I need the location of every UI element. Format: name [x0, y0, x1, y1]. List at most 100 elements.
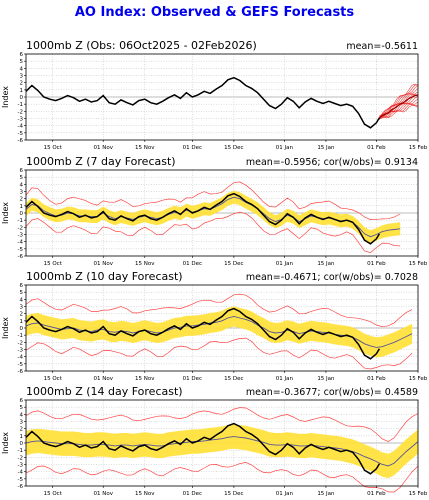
x-tick-label: 15 Feb: [409, 261, 428, 267]
y-tick-label: -2: [18, 225, 23, 231]
y-tick-label: 2: [20, 197, 24, 203]
y-tick-label: 0: [20, 441, 24, 447]
panel-stats: mean=-0.4671; cor(w/obs)= 0.7028: [246, 272, 418, 283]
y-tick-label: -1: [18, 333, 23, 339]
envelope-lower: [25, 337, 413, 370]
x-tick-label: 01 Feb: [367, 261, 386, 267]
y-tick-label: -3: [18, 117, 24, 123]
ensemble-member-line: [379, 83, 419, 119]
y-tick-label: -1: [18, 218, 23, 224]
y-tick-label: 5: [20, 175, 24, 181]
x-tick-label: 15 Feb: [409, 491, 428, 497]
x-tick-label: 15 Nov: [135, 145, 155, 151]
spread-band: [26, 424, 418, 479]
envelope-lower: [25, 211, 401, 253]
y-tick-label: 1: [20, 434, 24, 440]
ensemble-member-line: [379, 85, 419, 120]
y-tick-label: 1: [20, 88, 24, 94]
y-tick-label: -4: [18, 124, 24, 130]
y-tick-label: 5: [20, 290, 24, 296]
y-tick-label: 3: [20, 190, 24, 196]
x-tick-label: 01 Feb: [367, 145, 386, 151]
y-tick-label: -6: [18, 254, 24, 260]
y-tick-label: -6: [18, 369, 24, 375]
x-tick-label: 15 Dec: [224, 261, 243, 267]
x-tick-label: 15 Jan: [317, 145, 335, 151]
y-tick-label: -2: [18, 340, 23, 346]
y-tick-label: 4: [20, 182, 24, 188]
y-tick-label: 3: [20, 420, 24, 426]
ensemble-mean-line: [379, 94, 419, 119]
y-axis-label: Index: [1, 432, 10, 454]
x-tick-label: 01 Dec: [183, 261, 202, 267]
y-tick-label: -5: [18, 247, 24, 253]
x-tick-label: 01 Nov: [93, 491, 113, 497]
x-tick-label: 01 Nov: [93, 376, 113, 382]
y-tick-label: 3: [20, 74, 24, 80]
chart-panel-2: 1000mb Z (7 day Forecast) mean=-0.5956; c…: [1, 155, 428, 267]
spread-band: [26, 306, 413, 358]
x-tick-label: 15 Jan: [317, 491, 335, 497]
y-tick-label: 6: [20, 283, 24, 289]
x-tick-label: 01 Nov: [93, 261, 113, 267]
panel-title: 1000mb Z (10 day Forecast): [26, 270, 183, 283]
y-tick-label: 6: [20, 168, 24, 174]
x-tick-label: 15 Jan: [317, 261, 335, 267]
y-tick-label: 6: [20, 52, 24, 58]
panel-stats: mean=-0.5611: [346, 41, 418, 52]
y-tick-label: -3: [18, 463, 24, 469]
y-tick-label: -2: [18, 109, 23, 115]
y-tick-label: -4: [18, 240, 24, 246]
envelope-upper: [25, 407, 419, 442]
y-tick-label: 2: [20, 427, 24, 433]
y-tick-label: 4: [20, 66, 24, 72]
x-tick-label: 15 Dec: [224, 491, 243, 497]
envelope-lower: [25, 462, 419, 493]
y-tick-label: 2: [20, 81, 24, 87]
y-tick-label: -3: [18, 233, 24, 239]
envelope-upper: [25, 181, 401, 220]
x-tick-label: 15 Oct: [44, 491, 63, 497]
panel-title: 1000mb Z (7 day Forecast): [26, 155, 176, 168]
y-tick-label: 1: [20, 319, 24, 325]
y-tick-label: 5: [20, 405, 24, 411]
x-tick-label: 01 Dec: [183, 376, 202, 382]
x-tick-label: 01 Nov: [93, 145, 113, 151]
y-tick-label: -5: [18, 131, 24, 137]
figure-title: AO Index: Observed & GEFS Forecasts: [74, 5, 355, 20]
panel-stats: mean=-0.5956; cor(w/obs)= 0.9134: [246, 157, 418, 168]
ensemble-member-line: [379, 101, 419, 119]
y-tick-label: -3: [18, 348, 24, 354]
x-tick-label: 15 Dec: [224, 376, 243, 382]
y-tick-label: -4: [18, 470, 24, 476]
x-tick-label: 15 Oct: [44, 261, 63, 267]
x-tick-label: 01 Jan: [276, 376, 294, 382]
x-tick-label: 01 Dec: [183, 491, 202, 497]
y-tick-label: -6: [18, 138, 24, 144]
y-tick-label: 0: [20, 95, 24, 101]
y-tick-label: -5: [18, 477, 24, 483]
envelope-upper: [25, 293, 413, 328]
x-tick-label: 01 Feb: [367, 491, 386, 497]
y-tick-label: 5: [20, 59, 24, 65]
chart-panel-3: 1000mb Z (10 day Forecast) mean=-0.4671; …: [1, 270, 428, 382]
y-tick-label: -6: [18, 484, 24, 490]
y-tick-label: -5: [18, 362, 24, 368]
observed-line: [25, 76, 381, 129]
y-tick-label: 4: [20, 297, 24, 303]
y-tick-label: 1: [20, 204, 24, 210]
y-axis-label: Index: [1, 86, 10, 108]
observed-line: [25, 192, 381, 245]
x-tick-label: 15 Dec: [224, 145, 243, 151]
y-tick-label: 6: [20, 398, 24, 404]
panel-title: 1000mb Z (14 day Forecast): [26, 385, 183, 398]
x-tick-label: 15 Nov: [135, 376, 155, 382]
x-tick-label: 15 Oct: [44, 145, 63, 151]
ensemble-member-line: [379, 98, 419, 119]
x-tick-label: 01 Jan: [276, 145, 294, 151]
x-tick-label: 15 Oct: [44, 376, 63, 382]
x-tick-label: 15 Nov: [135, 491, 155, 497]
y-axis-label: Index: [1, 202, 10, 224]
x-tick-label: 01 Jan: [276, 491, 294, 497]
